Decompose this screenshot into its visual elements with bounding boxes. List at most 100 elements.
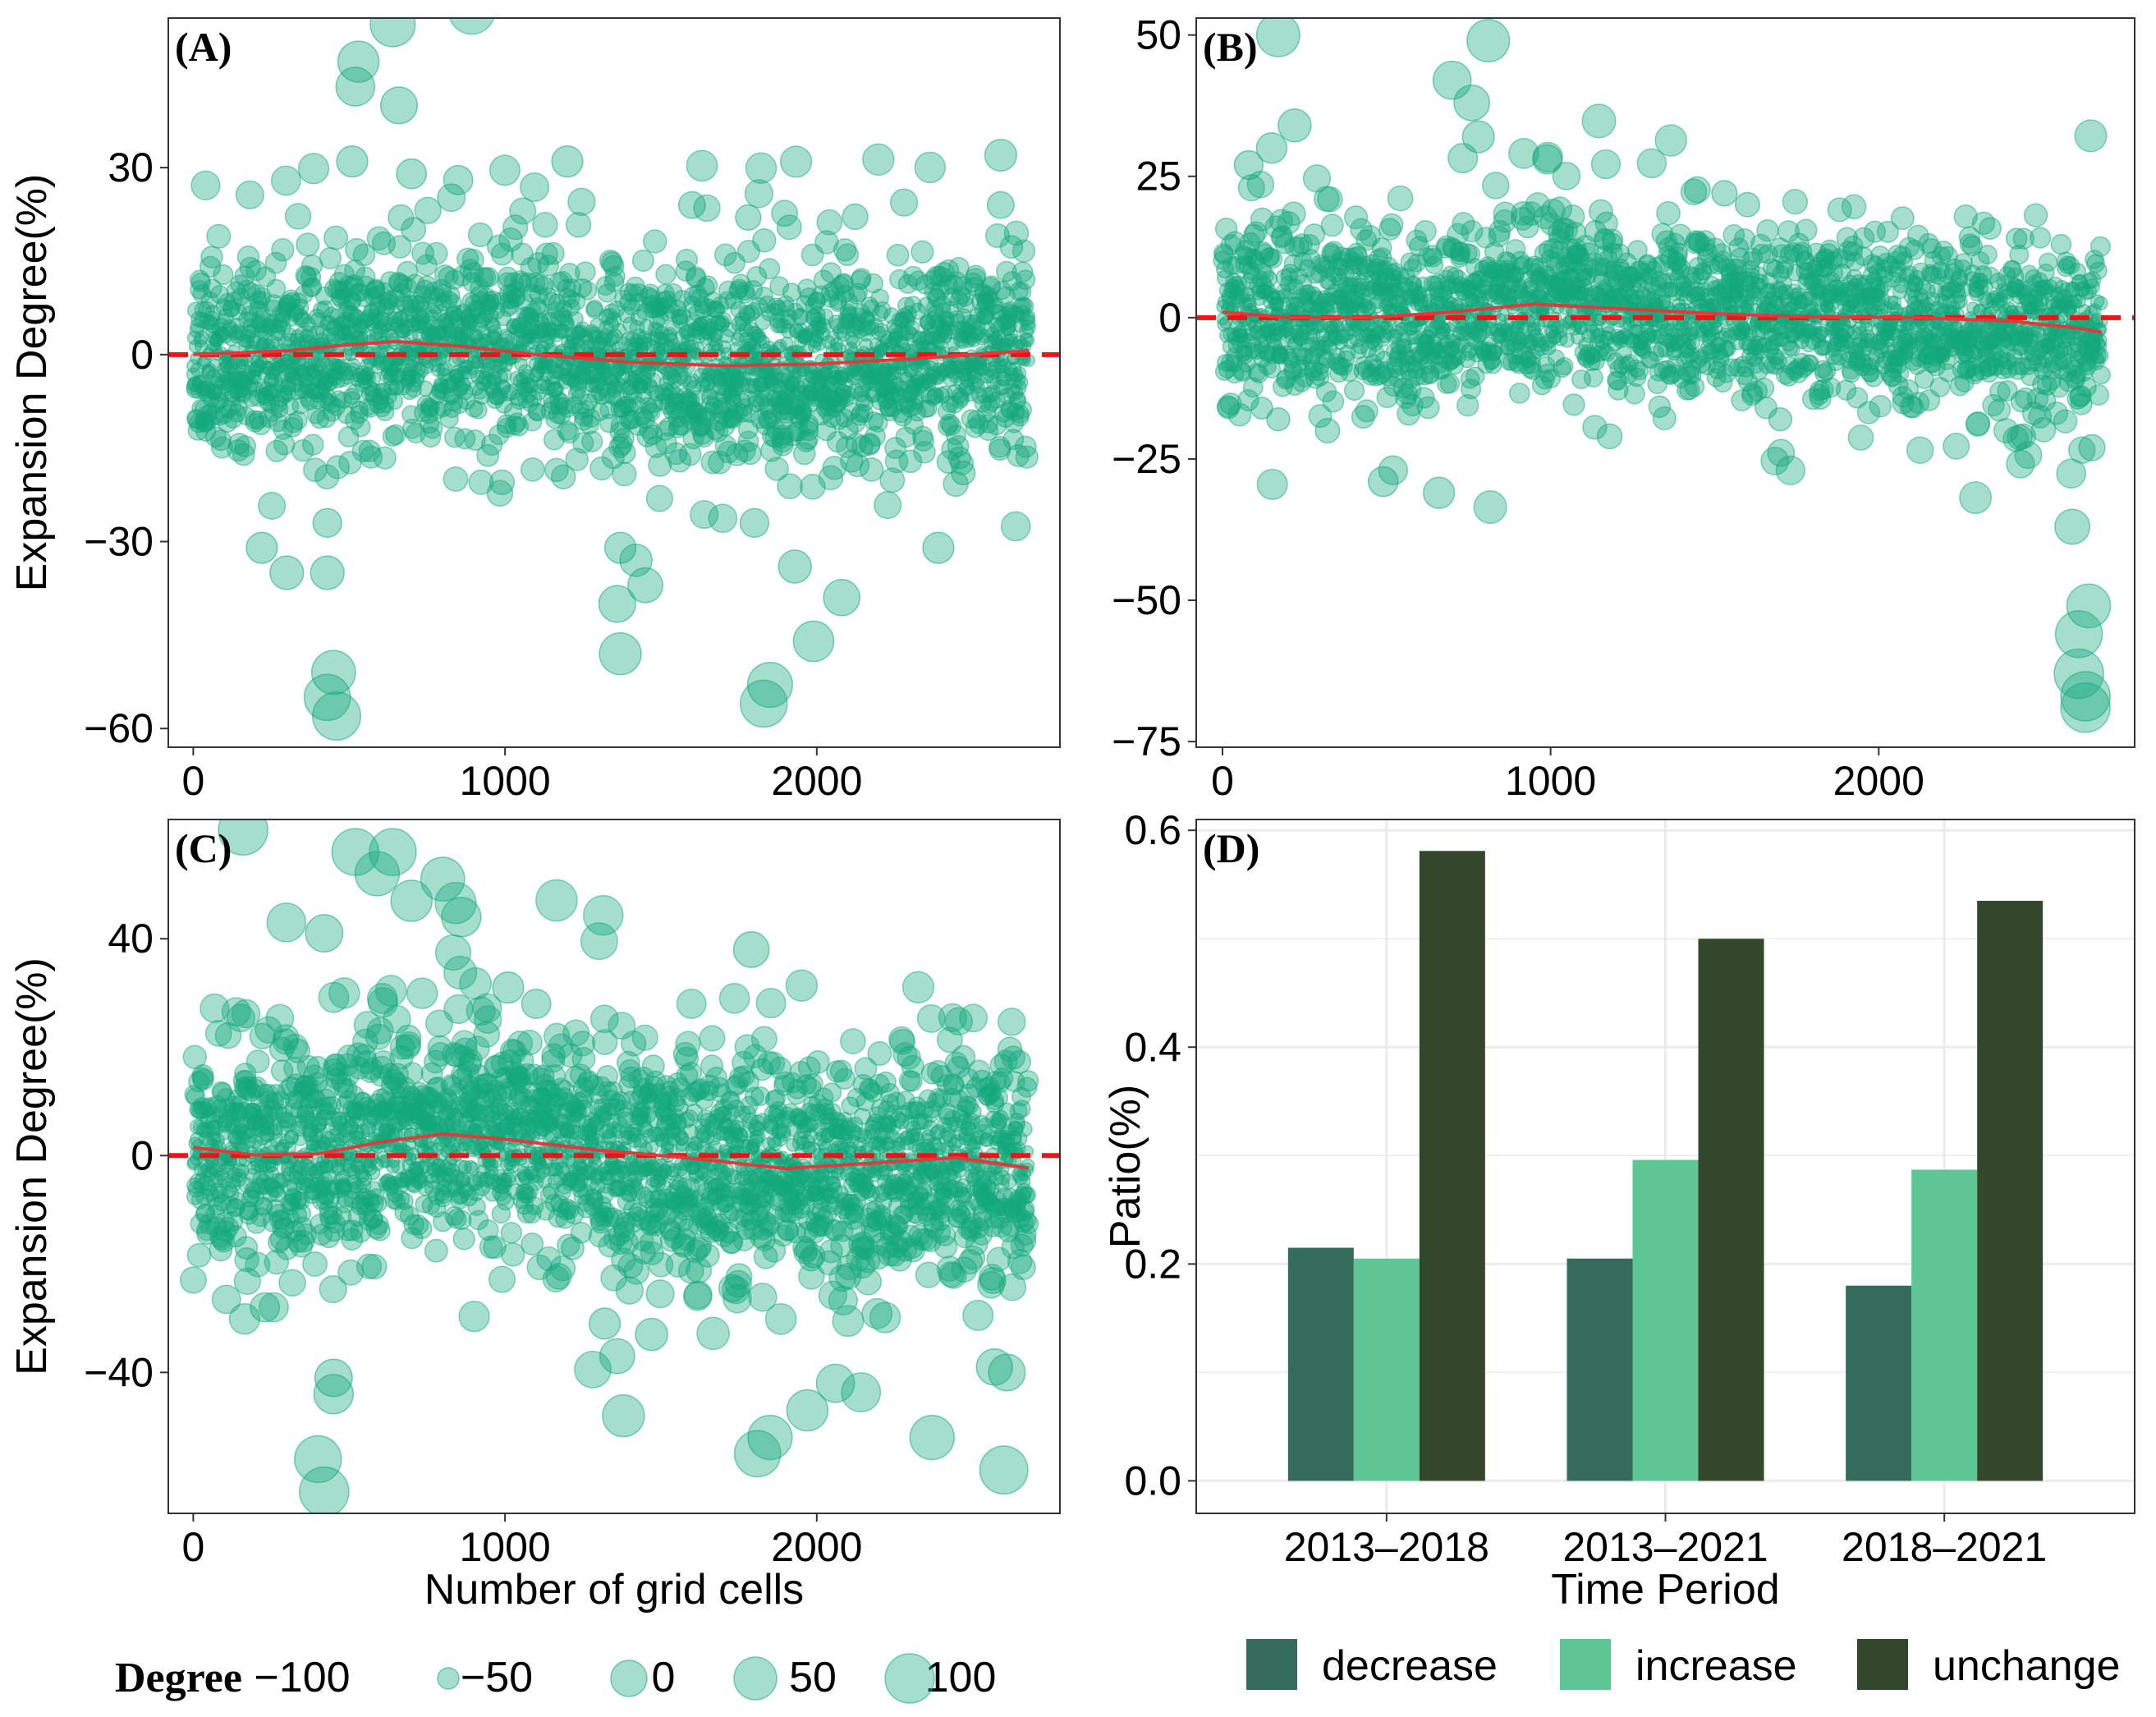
outlier-point bbox=[677, 191, 706, 219]
data-point bbox=[1683, 176, 1711, 204]
data-point bbox=[1654, 124, 1687, 157]
data-point bbox=[270, 165, 301, 196]
outlier-point bbox=[739, 507, 770, 538]
outlier-point bbox=[951, 461, 976, 486]
data-point bbox=[236, 246, 260, 269]
data-point bbox=[645, 484, 673, 512]
x-tick-label: 2000 bbox=[771, 758, 862, 804]
data-point bbox=[745, 152, 778, 184]
data-point bbox=[1906, 436, 1934, 464]
x-tick-label: 1000 bbox=[459, 758, 550, 804]
outlier-point bbox=[984, 138, 1017, 172]
outlier-point bbox=[312, 507, 342, 538]
outlier-point bbox=[599, 632, 642, 676]
bubbles bbox=[186, 18, 1039, 741]
data-point bbox=[1414, 219, 1437, 243]
data-point bbox=[1256, 468, 1288, 500]
data-point bbox=[1583, 368, 1603, 388]
data-point bbox=[681, 359, 696, 374]
data-point bbox=[297, 153, 330, 185]
data-point bbox=[862, 143, 895, 177]
data-point bbox=[874, 491, 902, 520]
data-point bbox=[1387, 185, 1414, 212]
outlier-point bbox=[603, 531, 637, 564]
data-point bbox=[1782, 189, 1809, 215]
data-point bbox=[886, 243, 910, 267]
data-point bbox=[1775, 455, 1805, 485]
outlier-point bbox=[369, 18, 416, 48]
data-point bbox=[509, 197, 537, 225]
panel-label: (A) bbox=[175, 24, 232, 70]
outlier-point bbox=[823, 579, 860, 617]
data-point bbox=[235, 180, 264, 209]
data-point bbox=[323, 225, 349, 250]
data-point bbox=[1590, 149, 1622, 180]
data-point bbox=[520, 172, 550, 202]
data-point bbox=[520, 457, 545, 482]
data-point bbox=[1656, 200, 1681, 226]
data-point bbox=[686, 149, 718, 182]
data-point bbox=[258, 491, 287, 521]
data-point bbox=[1756, 219, 1779, 242]
data-point bbox=[567, 187, 596, 216]
data-point bbox=[1482, 172, 1510, 200]
data-point bbox=[264, 251, 287, 274]
data-point bbox=[1416, 396, 1440, 420]
data-point bbox=[532, 212, 558, 238]
data-point bbox=[1684, 376, 1705, 397]
data-point bbox=[836, 243, 860, 267]
y-tick-label: −60 bbox=[84, 705, 154, 751]
data-point bbox=[1623, 383, 1645, 405]
data-point bbox=[1847, 425, 1874, 451]
data-point bbox=[655, 264, 677, 285]
outlier-point bbox=[782, 282, 801, 302]
data-point bbox=[1320, 213, 1344, 237]
data-point bbox=[443, 466, 469, 492]
data-point bbox=[577, 281, 598, 301]
data-point bbox=[199, 255, 222, 278]
data-point bbox=[229, 318, 245, 334]
outlier-point bbox=[792, 620, 835, 663]
data-point bbox=[1020, 333, 1035, 347]
data-point bbox=[206, 223, 232, 249]
data-point bbox=[613, 441, 636, 465]
data-point bbox=[541, 241, 565, 265]
data-point bbox=[645, 372, 662, 388]
outlier-point bbox=[379, 86, 419, 125]
data-point bbox=[1015, 445, 1039, 469]
data-point bbox=[631, 249, 654, 272]
data-point bbox=[325, 455, 351, 480]
data-point bbox=[738, 442, 762, 466]
data-point bbox=[1754, 378, 1775, 399]
data-point bbox=[1263, 249, 1283, 269]
outlier-point bbox=[986, 191, 1015, 219]
data-point bbox=[1508, 382, 1530, 404]
y-axis-title: Expansion Degree(%) bbox=[8, 174, 56, 592]
data-point bbox=[296, 232, 320, 257]
data-point bbox=[1890, 363, 1910, 383]
outlier-point bbox=[1001, 402, 1020, 420]
data-point bbox=[1260, 270, 1278, 288]
data-point bbox=[338, 275, 359, 296]
data-point bbox=[489, 154, 521, 186]
data-point bbox=[1355, 399, 1378, 423]
data-point bbox=[777, 473, 803, 500]
data-point bbox=[575, 261, 596, 283]
data-point bbox=[284, 203, 312, 230]
data-point bbox=[301, 434, 324, 456]
outlier-point bbox=[310, 650, 356, 696]
data-point bbox=[1011, 239, 1036, 263]
outlier-point bbox=[922, 531, 955, 564]
data-point bbox=[351, 416, 371, 438]
data-point bbox=[914, 151, 947, 184]
data-point bbox=[1015, 269, 1036, 291]
data-point bbox=[581, 430, 603, 452]
data-point bbox=[266, 278, 287, 299]
data-point bbox=[1890, 206, 1915, 231]
outlier-point bbox=[551, 145, 584, 178]
data-point bbox=[414, 196, 442, 224]
y-tick-label: 0 bbox=[131, 332, 154, 378]
x-tick-label: 0 bbox=[181, 758, 204, 804]
data-point bbox=[1380, 213, 1404, 236]
